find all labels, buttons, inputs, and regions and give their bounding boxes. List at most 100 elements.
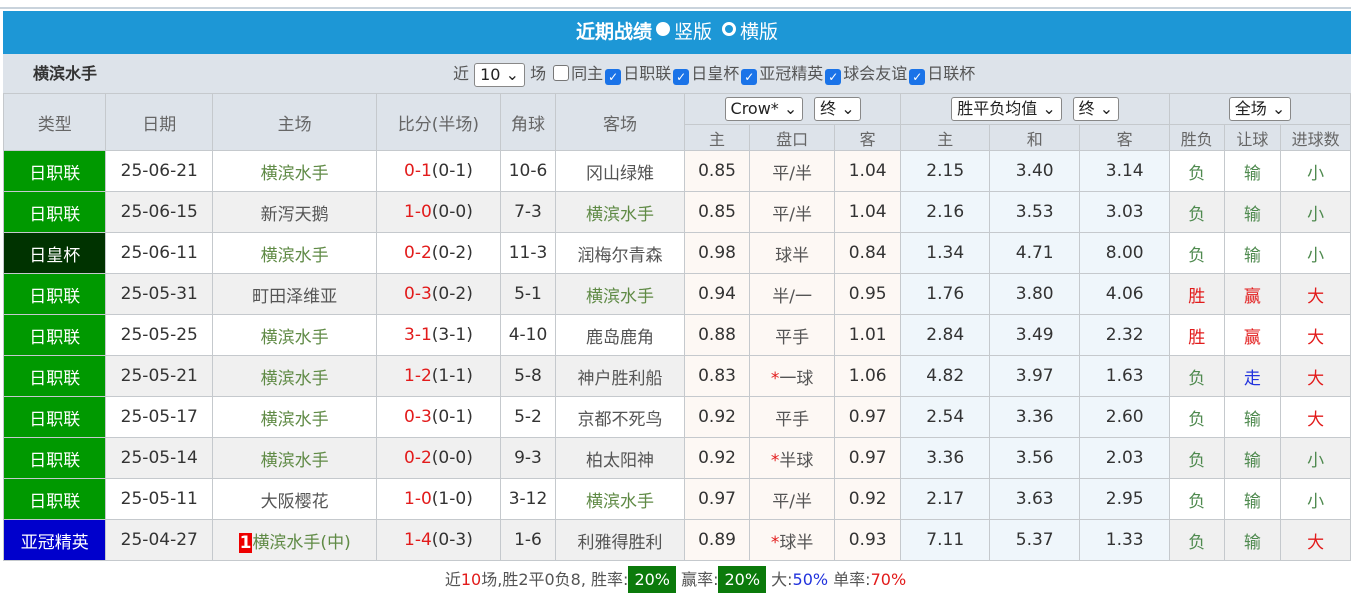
radio-horizontal-label[interactable]: 横版 xyxy=(740,21,779,43)
odds-time-select[interactable]: 终 ⌄ xyxy=(814,97,861,121)
away-cell[interactable]: 利雅得胜利 xyxy=(555,519,685,561)
checkbox-label[interactable]: 日皇杯 xyxy=(691,64,740,83)
avg-time-select[interactable]: 终 ⌄ xyxy=(1072,97,1120,121)
match-type: 日职联 xyxy=(29,327,81,348)
handicap-result-cell: 输 xyxy=(1223,150,1282,192)
count-select[interactable]: 10 ⌄ xyxy=(474,62,525,87)
company-select[interactable]: Crow* ⌄ xyxy=(724,97,804,121)
checkbox-2[interactable]: ✓ xyxy=(673,69,690,85)
checkbox-1[interactable]: ✓ xyxy=(605,69,622,85)
away-team: 横滨水手 xyxy=(586,286,655,307)
odds-home: 0.88 xyxy=(698,325,736,345)
result-cell: 胜 xyxy=(1168,314,1225,356)
away-cell[interactable]: 横滨水手 xyxy=(555,191,685,233)
table-row[interactable]: 日职联 25-05-14 横滨水手 0-2(0-0) 9-3 柏太阳神 0.92 *半球 0.9… xyxy=(2,437,1351,479)
table-row[interactable]: 日职联 25-05-31 町田泽维亚 0-3(0-2) 5-1 横滨水手 0.94 半/一 0.… xyxy=(2,273,1351,315)
table-row[interactable]: 日职联 25-05-17 横滨水手 0-3(0-1) 5-2 京都不死鸟 0.92 平手 0.9… xyxy=(2,396,1351,438)
date-cell: 25-05-17 xyxy=(105,396,214,438)
avg-loss: 4.06 xyxy=(1105,284,1144,304)
win-rate-badge: 20% xyxy=(628,566,676,593)
home-team: 新泻天鹅 xyxy=(260,204,329,225)
corners: 7-3 xyxy=(514,202,542,222)
radio-vertical-label[interactable]: 竖版 xyxy=(673,21,712,43)
home-cell[interactable]: 1横滨水手(中) xyxy=(212,519,378,561)
away-cell[interactable]: 京都不死鸟 xyxy=(555,396,685,438)
away-cell[interactable]: 横滨水手 xyxy=(555,273,685,315)
avg-draw-cell: 3.49 xyxy=(988,314,1081,356)
type-cell: 日皇杯 xyxy=(2,232,107,274)
home-cell[interactable]: 横滨水手 xyxy=(212,396,378,438)
checkbox-label[interactable]: 球会友谊 xyxy=(843,64,908,83)
match-type: 日职联 xyxy=(29,286,81,307)
checkbox-3[interactable]: ✓ xyxy=(741,69,758,85)
full-score: 0-1 xyxy=(404,161,432,181)
chevron-down-icon: ⌄ xyxy=(1271,99,1286,118)
away-cell[interactable]: 润梅尔青森 xyxy=(555,232,685,274)
table-row[interactable]: 日皇杯 25-06-11 横滨水手 0-2(0-2) 11-3 润梅尔青森 0.98 球半 0.… xyxy=(2,232,1351,274)
away-cell[interactable]: 横滨水手 xyxy=(555,478,685,520)
home-team: 横滨水手 xyxy=(260,450,329,471)
handicap-result-cell: 输 xyxy=(1223,478,1282,520)
radio-vertical[interactable] xyxy=(655,22,670,36)
avg-loss: 2.03 xyxy=(1105,448,1144,468)
avg-loss-cell: 4.06 xyxy=(1079,273,1170,315)
checkbox-label[interactable]: 同主 xyxy=(571,64,604,83)
avg-select[interactable]: 胜平负均值 ⌄ xyxy=(951,97,1062,121)
table-row[interactable]: 日职联 25-05-25 横滨水手 3-1(3-1) 4-10 鹿岛鹿角 0.88 平手 1.0… xyxy=(2,314,1351,356)
handicap-line: 球半 xyxy=(779,532,814,553)
goals-result-cell: 大 xyxy=(1280,314,1351,356)
checkbox-4[interactable]: ✓ xyxy=(825,69,842,85)
home-cell[interactable]: 横滨水手 xyxy=(212,232,378,274)
half-score: (0-1) xyxy=(431,161,473,181)
odds-away-cell: 1.04 xyxy=(833,150,902,192)
checkbox-5[interactable]: ✓ xyxy=(909,69,926,85)
home-cell[interactable]: 大阪樱花 xyxy=(212,478,378,520)
odds-home-cell: 0.85 xyxy=(683,150,751,192)
table-row[interactable]: 日职联 25-05-11 大阪樱花 1-0(1-0) 3-12 横滨水手 0.97 平/半 0.… xyxy=(2,478,1351,520)
away-cell[interactable]: 冈山绿雉 xyxy=(555,150,685,192)
away-cell[interactable]: 柏太阳神 xyxy=(555,437,685,479)
corner-cell: 5-2 xyxy=(499,396,557,438)
table-row[interactable]: 日职联 25-06-15 新泻天鹅 1-0(0-0) 7-3 横滨水手 0.85 平/半 1.0… xyxy=(2,191,1351,233)
home-cell[interactable]: 横滨水手 xyxy=(212,150,378,192)
result-cell: 负 xyxy=(1168,150,1225,192)
checkbox-label[interactable]: 亚冠精英 xyxy=(759,64,824,83)
avg-win: 7.11 xyxy=(926,530,965,550)
col-date: 日期 xyxy=(105,93,214,151)
away-team: 神户胜利船 xyxy=(577,368,663,389)
away-cell[interactable]: 鹿岛鹿角 xyxy=(555,314,685,356)
checkbox-label[interactable]: 日职联 xyxy=(623,64,672,83)
goals-result: 大 xyxy=(1307,409,1325,430)
half-score: (0-2) xyxy=(431,243,473,263)
subheader: 和 xyxy=(988,124,1081,151)
radio-horizontal[interactable] xyxy=(722,22,737,36)
col-away: 客场 xyxy=(555,93,685,151)
table-row[interactable]: 亚冠精英 25-04-27 1横滨水手(中) 1-4(0-3) 1-6 利雅得胜利 0.89… xyxy=(2,519,1351,561)
half-score: (0-0) xyxy=(431,202,473,222)
checkbox-label[interactable]: 日联杯 xyxy=(927,64,976,83)
checkbox-0[interactable] xyxy=(553,65,570,81)
date-cell: 25-05-31 xyxy=(105,273,214,315)
handicap-result: 输 xyxy=(1243,532,1261,553)
home-cell[interactable]: 横滨水手 xyxy=(212,437,378,479)
date-cell: 25-05-11 xyxy=(105,478,214,520)
summary-count: 10 xyxy=(460,570,482,589)
type-cell: 日职联 xyxy=(2,150,107,192)
handicap-line: 一球 xyxy=(779,368,814,389)
home-cell[interactable]: 横滨水手 xyxy=(212,314,378,356)
home-cell[interactable]: 町田泽维亚 xyxy=(212,273,378,315)
corners: 5-1 xyxy=(514,284,542,304)
odds-away: 1.04 xyxy=(848,161,887,181)
handicap-result: 输 xyxy=(1243,163,1261,184)
half-score: (1-1) xyxy=(431,366,473,386)
handicap-line: 球半 xyxy=(775,245,810,266)
full-score: 0-2 xyxy=(404,243,432,263)
home-cell[interactable]: 新泻天鹅 xyxy=(212,191,378,233)
period-select[interactable]: 全场 ⌄ xyxy=(1228,97,1292,121)
table-row[interactable]: 日职联 25-06-21 横滨水手 0-1(0-1) 10-6 冈山绿雉 0.85 平/半 1.… xyxy=(2,150,1351,192)
away-cell[interactable]: 神户胜利船 xyxy=(555,355,685,397)
away-team: 横滨水手 xyxy=(586,204,655,225)
table-row[interactable]: 日职联 25-05-21 横滨水手 1-2(1-1) 5-8 神户胜利船 0.83 *一球 1.… xyxy=(2,355,1351,397)
full-score: 0-2 xyxy=(404,448,432,468)
home-cell[interactable]: 横滨水手 xyxy=(212,355,378,397)
